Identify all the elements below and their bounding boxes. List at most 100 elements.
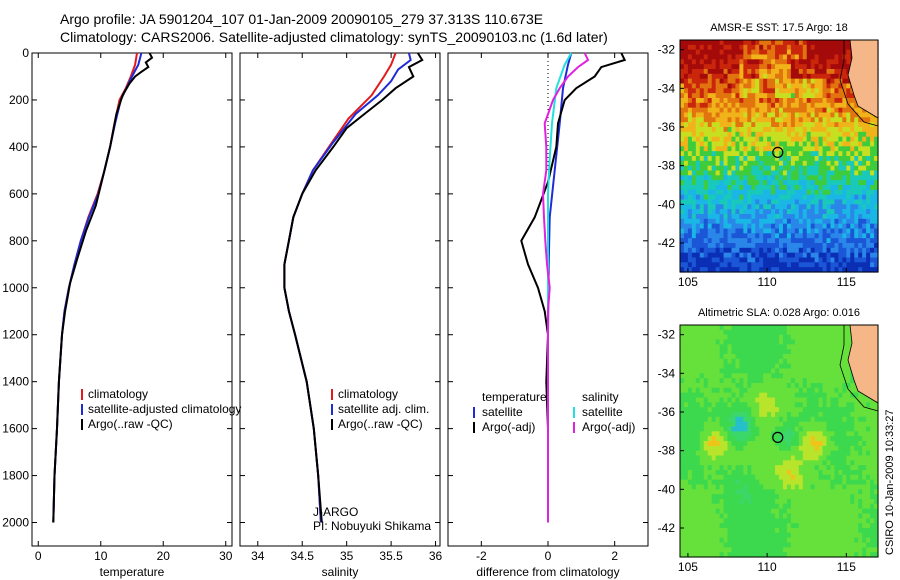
sla-map-cell — [790, 387, 796, 394]
sst-map-cell — [743, 233, 748, 239]
sla-map-cell — [830, 513, 836, 519]
sst-map-cell — [838, 170, 843, 176]
sst-map-cell — [707, 117, 713, 123]
sla-map-cell — [711, 513, 717, 519]
sla-map-cell — [719, 450, 725, 457]
sla-map-cell — [735, 383, 740, 389]
sst-map-cell — [866, 267, 871, 273]
sla-map-cell — [699, 354, 705, 360]
sla-map-cell — [691, 479, 697, 486]
sst-map-cell — [767, 228, 772, 234]
sla-map-cell — [802, 460, 808, 466]
sla-map-cell — [683, 329, 689, 336]
sla-map-cell — [683, 494, 689, 500]
sla-map-cell — [866, 412, 871, 418]
temperature-series-0 — [52, 52, 138, 523]
sla-map-cell — [862, 426, 867, 432]
sla-map-cell — [810, 494, 816, 500]
sst-map-cell — [755, 228, 760, 234]
sst-map-cell — [814, 141, 820, 147]
sla-map-cell — [798, 532, 804, 539]
sst-map-cell — [739, 156, 744, 162]
sla-map-cell — [814, 363, 820, 370]
sst-map-cell — [687, 107, 693, 114]
sst-map-cell — [747, 83, 752, 89]
sst-map-cell — [794, 262, 800, 268]
sla-map-cell — [767, 532, 772, 539]
sst-map-cell — [759, 185, 764, 191]
sla-map-cell — [834, 513, 839, 519]
sla-map-cell — [751, 325, 756, 331]
sst-map-cell — [794, 170, 800, 176]
sst-map-cell — [683, 214, 689, 220]
sst-map-cell — [755, 180, 760, 186]
sla-map-cell — [687, 416, 693, 423]
difference-series-2 — [547, 52, 573, 523]
sla-map-cell — [735, 421, 740, 428]
temperature-xtick-label: 20 — [157, 549, 171, 563]
sst-map-cell — [751, 88, 756, 94]
sst-map-cell — [830, 73, 836, 80]
sst-map-cell — [767, 83, 772, 89]
sst-map-cell — [818, 257, 824, 263]
sst-map-cell — [747, 88, 752, 94]
sla-map-cell — [763, 344, 768, 350]
sst-map-cell — [775, 257, 780, 263]
sst-map-cell — [683, 59, 689, 65]
sst-map-cell — [695, 44, 701, 51]
sst-map-cell — [695, 102, 701, 109]
sst-map-cell — [771, 247, 776, 254]
sst-map-cell — [834, 69, 839, 75]
sst-map-cell — [790, 141, 796, 147]
sst-map-cell — [782, 131, 788, 138]
sst-map-cell — [695, 180, 701, 186]
sst-map-cell — [834, 165, 839, 172]
sst-map-cell — [771, 257, 776, 263]
sla-map-cell — [846, 460, 851, 466]
sla-map-cell — [715, 426, 721, 432]
sla-map-cell — [759, 499, 764, 505]
sst-map-cell — [870, 209, 875, 215]
sst-map-cell — [691, 185, 697, 191]
sla-map-cell — [735, 455, 740, 461]
sst-map-cell — [822, 73, 828, 80]
sla-map-cell — [707, 397, 713, 403]
sst-map-cell — [822, 156, 828, 162]
sst-map-cell — [699, 243, 705, 249]
sst-map-cell — [842, 267, 847, 273]
sla-map-cell — [838, 503, 843, 510]
sst-map-cell — [743, 122, 748, 128]
sla-map-cell — [703, 552, 709, 558]
sst-map-cell — [790, 267, 796, 273]
sla-map-cell — [794, 523, 800, 529]
sla-map-cell — [691, 392, 697, 399]
sla-map-cell — [866, 474, 871, 481]
sst-map-cell — [822, 267, 828, 273]
sla-map-cell — [683, 421, 689, 428]
sst-map-cell — [755, 73, 760, 80]
sla-map-cell — [683, 368, 689, 374]
sst-map-cell — [850, 257, 855, 263]
sst-map-cell — [790, 204, 796, 210]
sst-map-cell — [830, 247, 836, 254]
sla-map-cell — [826, 358, 832, 365]
sst-map-cell — [727, 267, 733, 273]
sla-map-cell — [719, 518, 725, 524]
sla-map-cell — [767, 455, 772, 461]
sla-map-cell — [794, 455, 800, 461]
sla-map-cell — [814, 378, 820, 384]
sla-map-cell — [731, 542, 737, 548]
sla-map-cell — [826, 402, 832, 408]
sst-map-cell — [759, 98, 764, 104]
sla-map-cell — [830, 470, 836, 476]
sla-map-cell — [822, 460, 828, 466]
sst-map-cell — [782, 83, 788, 89]
sst-map-cell — [786, 112, 792, 118]
sla-map-cell — [703, 436, 709, 442]
sst-map-cell — [822, 146, 828, 152]
sla-map-cell — [798, 470, 804, 476]
sst-map-cell — [842, 49, 847, 56]
sla-map-cell — [818, 552, 824, 558]
sla-map-cell — [695, 368, 701, 374]
sst-map-cell — [743, 185, 748, 191]
